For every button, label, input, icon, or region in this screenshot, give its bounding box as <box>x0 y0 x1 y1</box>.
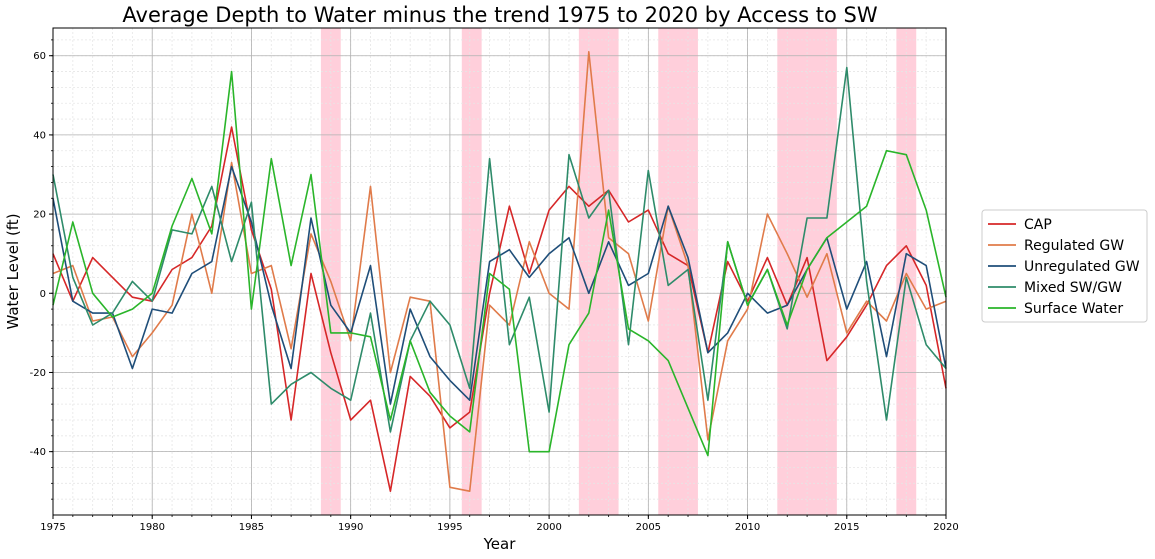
y-tick-label: 20 <box>33 210 46 221</box>
legend: CAP Regulated GW Unregulated GW Mixed SW/GW… <box>981 209 1148 323</box>
y-tick-label: 0 <box>40 289 46 300</box>
plot-frame <box>52 27 947 516</box>
x-tick-label: 1975 <box>40 522 65 533</box>
shaded-period <box>658 28 698 515</box>
x-tick-label: 1990 <box>338 522 363 533</box>
y-tick-label: 40 <box>33 130 46 141</box>
legend-label: CAP <box>1024 217 1052 233</box>
y-axis-label: Water Level (ft) <box>4 213 22 329</box>
legend-label: Mixed SW/GW <box>1024 280 1122 296</box>
x-tick-label: 1985 <box>239 522 264 533</box>
y-tick-label: -20 <box>30 368 46 379</box>
shaded-period <box>461 28 482 515</box>
major-grid <box>52 28 947 515</box>
shaded-period <box>578 28 619 515</box>
series-line-surface-water <box>52 70 947 457</box>
x-tick-label: 2010 <box>735 522 760 533</box>
series-line-mixed-sw-gw <box>52 66 947 433</box>
y-axis: -40 -20 0 20 40 60 <box>30 39 53 500</box>
legend-box <box>981 209 1148 323</box>
x-axis: 1975 1980 1985 1990 1995 2000 2005 2010 2015 2020 <box>40 515 959 533</box>
plot-area <box>52 27 947 516</box>
chart-title: Average Depth to Water minus the trend 1… <box>122 3 877 27</box>
x-tick-label: 2015 <box>834 522 859 533</box>
x-tick-label: 2005 <box>636 522 661 533</box>
x-tick-label: 2000 <box>536 522 561 533</box>
y-tick-label: 60 <box>33 51 46 62</box>
x-tick-label: 1995 <box>437 522 462 533</box>
x-axis-label: Year <box>483 535 517 553</box>
shaded-period <box>896 28 917 515</box>
legend-label: Surface Water <box>1024 301 1123 317</box>
shaded-period <box>320 28 341 515</box>
legend-label: Unregulated GW <box>1024 259 1140 275</box>
series-lines <box>52 50 947 493</box>
y-tick-label: -40 <box>30 447 46 458</box>
x-tick-label: 1980 <box>139 522 164 533</box>
legend-label: Regulated GW <box>1024 238 1124 254</box>
x-tick-label: 2020 <box>933 522 958 533</box>
